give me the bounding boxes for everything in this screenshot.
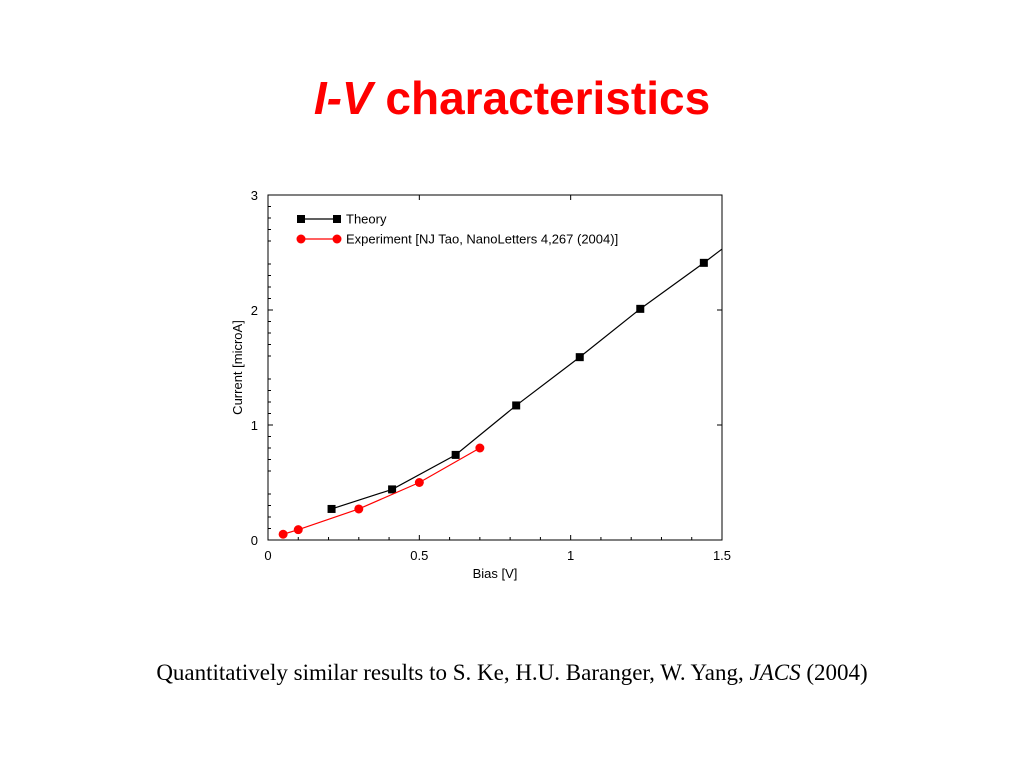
data-point-circle (293, 525, 303, 535)
x-axis-label: Bias [V] (473, 566, 518, 581)
data-point-square (388, 485, 397, 494)
legend-marker-circle (296, 234, 306, 244)
data-point-circle (475, 443, 485, 453)
y-tick-label: 1 (251, 418, 258, 433)
series-line-1 (282, 447, 481, 535)
x-tick-label: 0.5 (410, 548, 428, 563)
x-tick-label: 0 (264, 548, 271, 563)
legend-label: Experiment [NJ Tao, NanoLetters 4,267 (2… (346, 232, 618, 247)
data-point-circle (354, 504, 364, 514)
data-point-square (575, 353, 584, 362)
legend-marker-square (333, 215, 341, 223)
caption-text: Quantitatively similar results to S. Ke,… (156, 660, 750, 685)
data-point-circle (278, 529, 288, 539)
y-tick-label: 2 (251, 303, 258, 318)
iv-chart-svg: 0 0.5 1 1.5 0 1 2 3 Bias [V] Current [microA] T… (230, 188, 731, 581)
x-tick-label: 1.5 (713, 548, 731, 563)
y-tick-label: 3 (251, 188, 258, 203)
data-point-square (512, 401, 521, 410)
series-line-0 (331, 248, 723, 510)
data-point-square (636, 304, 645, 313)
legend-marker-circle (332, 234, 342, 244)
title-rest: characteristics (372, 72, 711, 124)
y-axis-label: Current [microA] (230, 320, 245, 415)
data-point-square (699, 258, 708, 267)
legend: Theory Experiment [NJ Tao, NanoLetters 4,… (296, 212, 618, 247)
caption-journal: JACS (749, 660, 801, 685)
legend-label: Theory (346, 212, 387, 227)
iv-chart: 0 0.5 1 1.5 0 1 2 3 Bias [V] Current [microA] T… (220, 180, 760, 590)
slide-title: I-V characteristics (0, 70, 1024, 126)
data-point-square (451, 450, 460, 459)
plot-frame (267, 194, 723, 541)
title-italic-part: I-V (313, 72, 373, 124)
legend-marker-square (297, 215, 305, 223)
caption-year: (2004) (800, 660, 868, 685)
y-tick-label: 0 (251, 533, 258, 548)
x-tick-label: 1 (567, 548, 574, 563)
data-point-square (327, 504, 336, 513)
caption: Quantitatively similar results to S. Ke,… (0, 657, 1024, 689)
data-point-circle (414, 478, 424, 487)
